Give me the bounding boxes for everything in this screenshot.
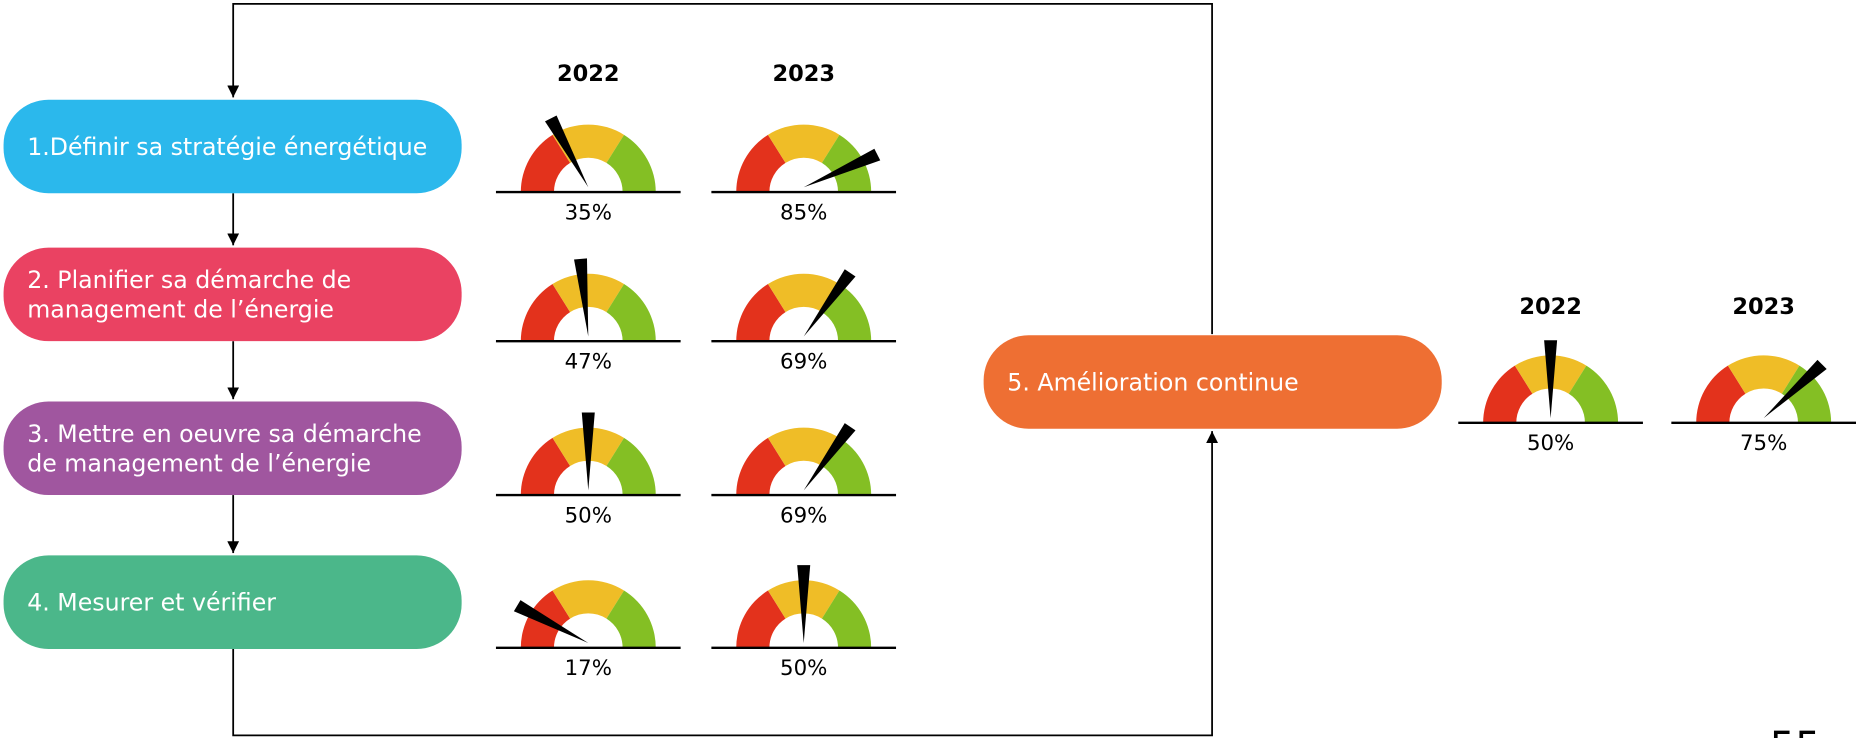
gauge-segment bbox=[520, 283, 571, 342]
year-header: 2022 bbox=[557, 61, 620, 87]
gauge-segment bbox=[1781, 365, 1832, 423]
year-header: 2023 bbox=[1732, 294, 1795, 320]
gauge-segment bbox=[736, 134, 786, 193]
gauge-needle bbox=[581, 412, 595, 491]
gauge-needle bbox=[1544, 340, 1558, 419]
step-label: 5. Amélioration continue bbox=[1007, 368, 1298, 396]
gauge-segment bbox=[736, 437, 786, 496]
step-label: de management de l’énergie bbox=[27, 449, 371, 477]
gauge-value: 50% bbox=[565, 503, 612, 528]
step-box bbox=[3, 99, 462, 194]
gauge-segment bbox=[520, 134, 571, 193]
gauge-segment bbox=[767, 273, 840, 313]
year-header: 2023 bbox=[772, 61, 835, 87]
gauge-segment bbox=[1727, 355, 1800, 394]
loop-top bbox=[227, 2, 1213, 335]
gauge-value: 69% bbox=[780, 503, 827, 528]
gauge-needle bbox=[574, 258, 589, 337]
gauge-segment bbox=[552, 580, 625, 619]
gauge-needle bbox=[797, 565, 811, 644]
gauge-value: 75% bbox=[1740, 431, 1787, 456]
step-label: 2. Planifier sa démarche de bbox=[27, 266, 351, 294]
gauge-segment bbox=[520, 437, 571, 496]
gauge-segment bbox=[767, 124, 840, 163]
gauge-segment bbox=[1568, 365, 1619, 423]
gauge-segment bbox=[552, 273, 625, 313]
step-box bbox=[3, 247, 462, 342]
step-label: 3. Mettre en oeuvre sa démarche bbox=[27, 420, 421, 448]
gauge-value: 17% bbox=[565, 656, 612, 681]
gauge-segment bbox=[606, 590, 656, 648]
gauge-needle bbox=[544, 115, 589, 188]
gauge-segment bbox=[606, 283, 656, 342]
gauge-segment bbox=[1483, 365, 1533, 423]
year-header: 2022 bbox=[1519, 294, 1582, 320]
gauge-needle bbox=[1763, 359, 1827, 419]
gauge-segment bbox=[736, 283, 786, 342]
gauge-needle bbox=[803, 423, 856, 491]
gauge-segment bbox=[821, 590, 872, 648]
step-label: 4. Mesurer et vérifier bbox=[27, 588, 276, 616]
step-label: management de l’énergie bbox=[27, 296, 334, 324]
gauge-segment bbox=[821, 134, 872, 193]
gauge-needle bbox=[803, 148, 881, 188]
gauge-value: 47% bbox=[565, 349, 612, 374]
step-box bbox=[3, 401, 462, 496]
loop-bottom bbox=[232, 431, 1218, 737]
step-box bbox=[983, 335, 1442, 429]
flow-lines bbox=[227, 2, 1218, 737]
gauge-value: 35% bbox=[565, 200, 612, 225]
gauge-segment bbox=[1696, 365, 1746, 423]
gauge-value: 50% bbox=[780, 656, 827, 681]
page-number: 55 bbox=[1770, 724, 1821, 738]
gauge-segment bbox=[767, 427, 840, 466]
gauge-value: 50% bbox=[1527, 431, 1574, 456]
step-label: 1.Définir sa stratégie énergétique bbox=[27, 133, 427, 161]
gauge-value: 69% bbox=[780, 349, 827, 374]
gauge-needle bbox=[513, 600, 589, 644]
step-box bbox=[3, 555, 462, 649]
gauge-segment bbox=[606, 134, 656, 193]
gauge-segment bbox=[606, 437, 656, 496]
gauge-segment bbox=[736, 590, 786, 648]
gauge-value: 85% bbox=[780, 200, 827, 225]
gauge-needle bbox=[803, 269, 856, 337]
